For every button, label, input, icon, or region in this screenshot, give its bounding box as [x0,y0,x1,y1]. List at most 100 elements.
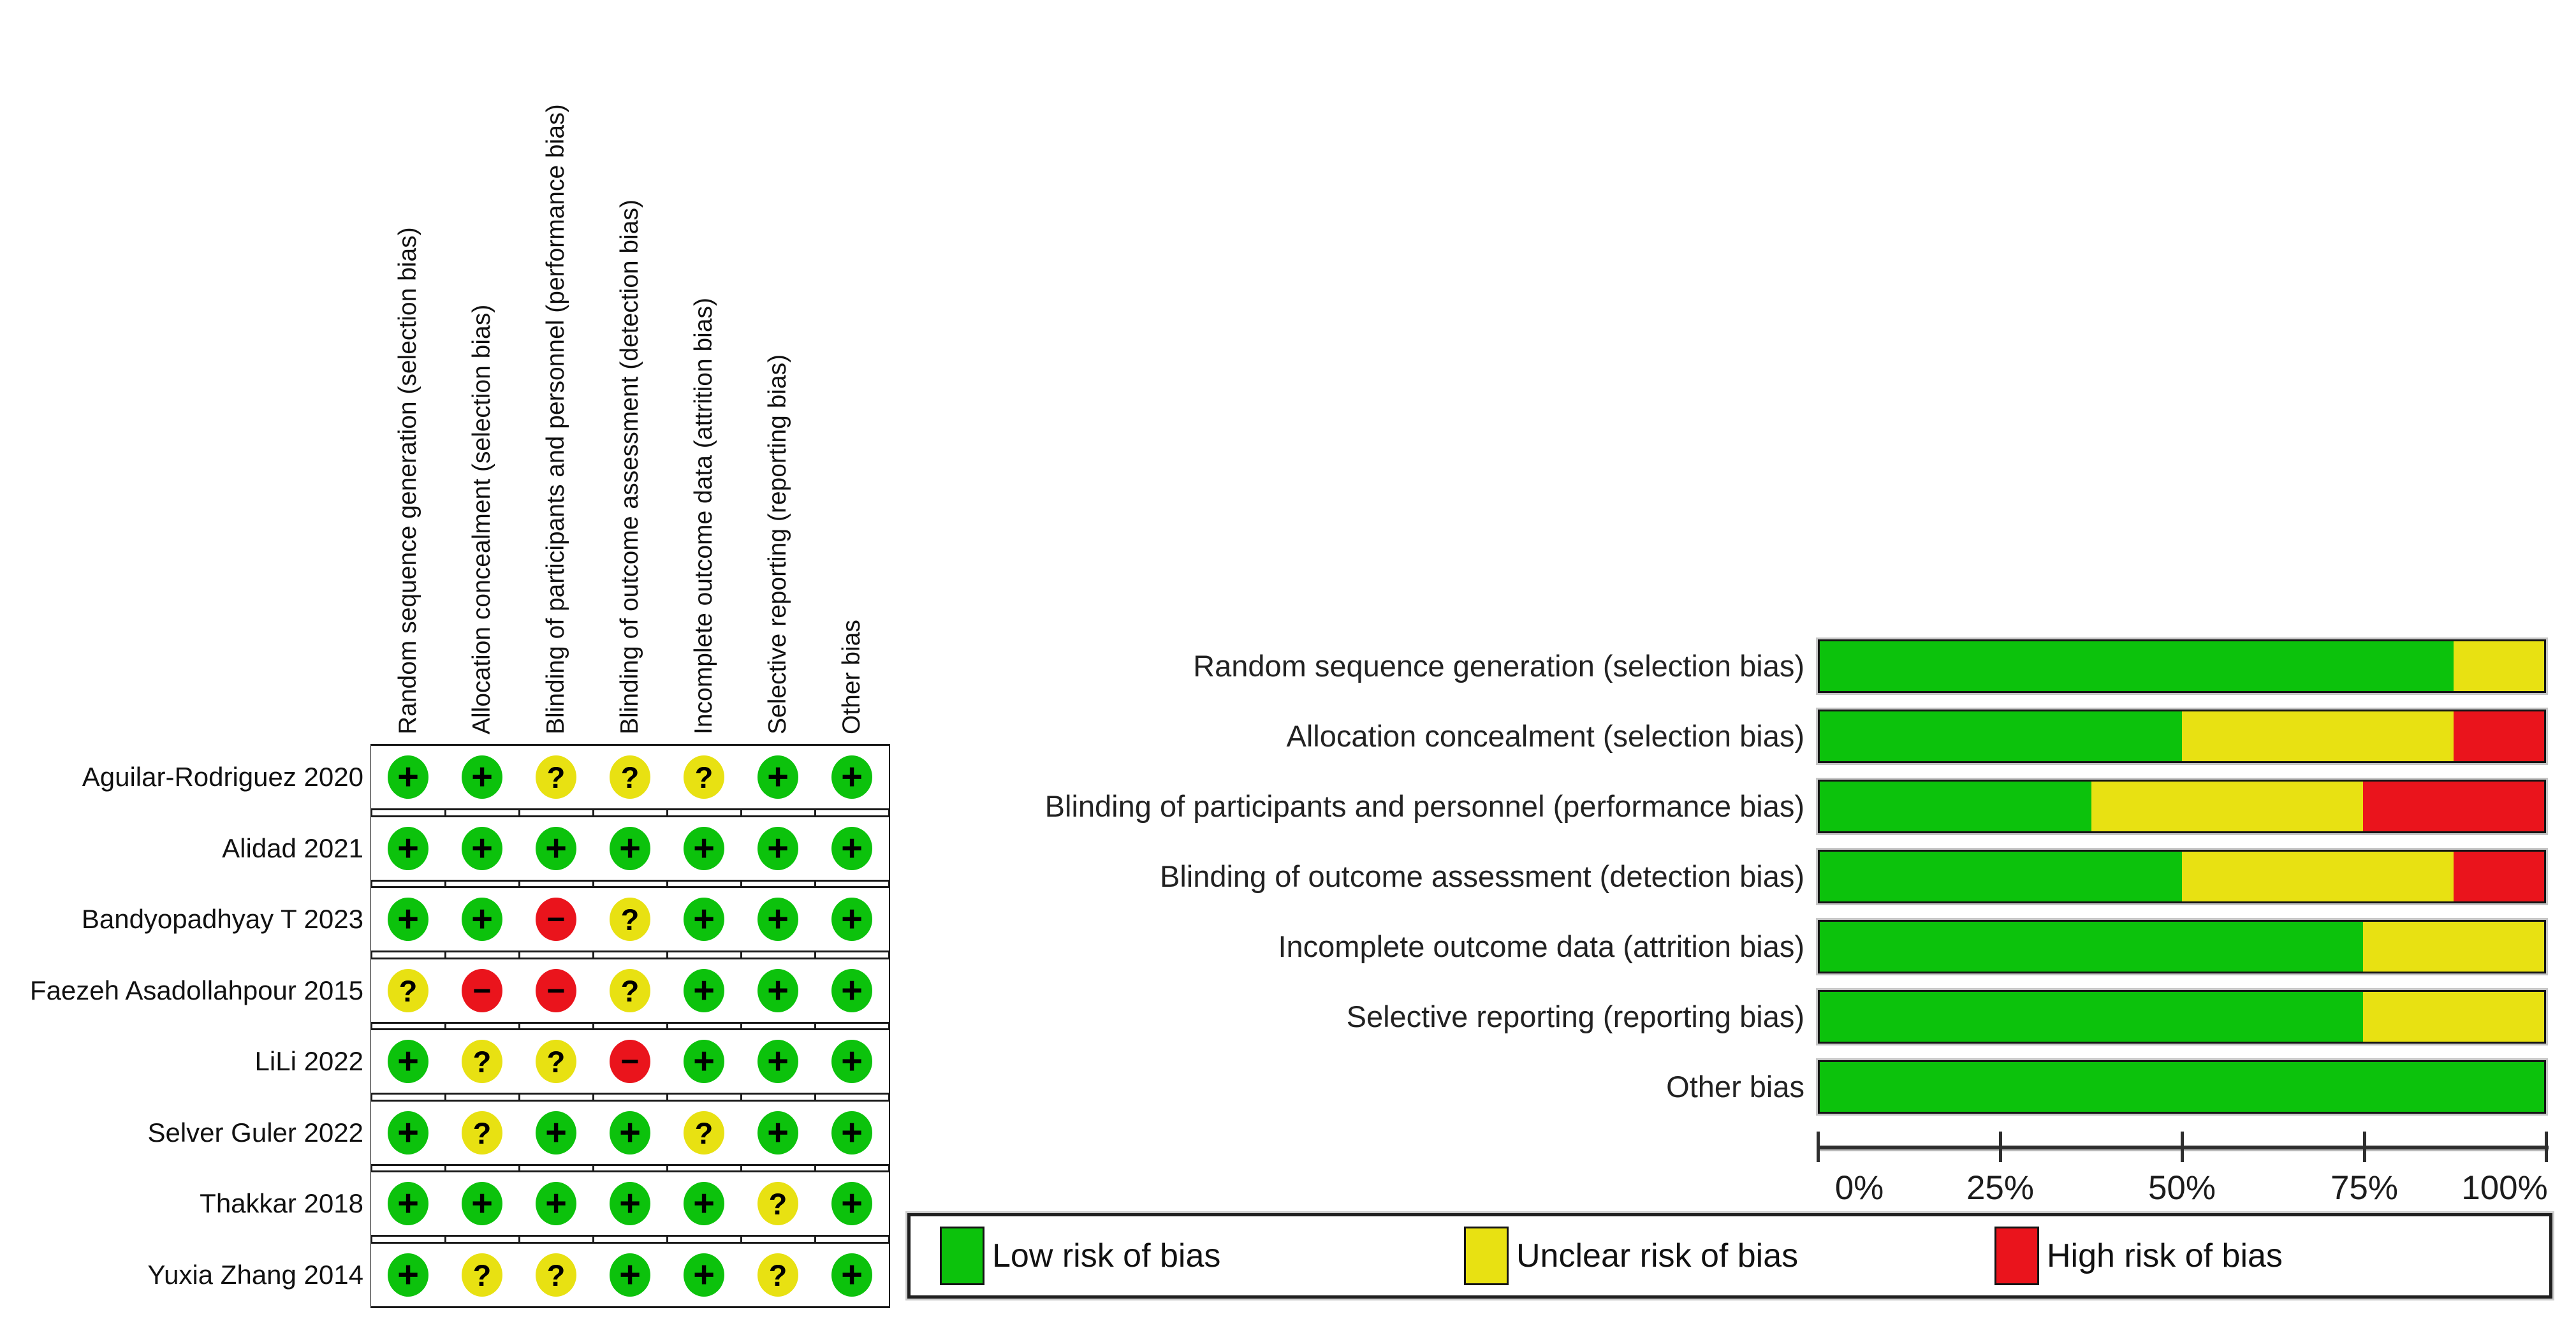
judgement-cell: ? [519,1028,593,1095]
table-grid-line [444,744,446,1308]
judgement-symbol: − [472,973,492,1009]
judgement-symbol: + [397,1040,419,1082]
judgement-symbol: ? [694,760,714,794]
judgement-icon-unclear: ? [388,969,428,1012]
judgement-cell: + [667,1028,741,1095]
judgement-icon-low: + [757,1111,798,1155]
bar-segment-high [2454,852,2544,901]
judgement-icon-high: − [536,969,576,1012]
judgement-symbol: ? [620,973,640,1008]
judgement-symbol: + [767,1040,789,1082]
judgement-cell: + [593,815,667,882]
judgement-symbol: + [841,970,863,1011]
legend-item: Unclear risk of bias [1464,1216,1798,1295]
bar-segment-low [1820,782,2091,831]
stacked-bar [1818,920,2546,973]
bar-category-label: Random sequence generation (selection bi… [1193,649,1804,683]
judgement-symbol: + [767,970,789,1011]
bar-segment-unclear [2182,711,2454,761]
judgement-cell: + [667,886,741,952]
judgement-symbol: + [693,970,715,1011]
judgement-cell: − [445,958,519,1024]
judgement-symbol: ? [694,1116,714,1150]
stacked-bar [1818,1060,2546,1114]
stacked-bar [1818,850,2546,903]
judgement-symbol: + [619,827,641,869]
judgement-icon-unclear: ? [757,1253,798,1297]
study-name: Faezeh Asadollahpour 2015 [29,975,363,1005]
table-grid-line [814,744,816,1308]
judgement-icon-high: − [462,969,502,1012]
judgement-cell: + [519,1100,593,1166]
judgement-symbol: ? [399,973,418,1008]
judgement-cell: + [371,744,445,810]
judgement-icon-low: + [610,1111,650,1155]
judgement-symbol: + [693,1183,715,1224]
bar-segment-unclear [2182,852,2454,901]
judgement-icon-low: + [388,1182,428,1225]
judgement-cell: + [593,1100,667,1166]
study-name: Aguilar-Rodriguez 2020 [82,762,363,792]
judgement-symbol: + [545,1183,567,1224]
bar-segment-low [1820,711,2182,761]
judgement-symbol: ? [768,1186,787,1221]
judgement-icon-low: + [536,1182,576,1225]
judgement-icon-low: + [388,898,428,941]
judgement-cell: + [371,1242,445,1308]
table-grid-line [888,744,890,1308]
judgement-icon-low: + [388,1253,428,1297]
legend-item: High risk of bias [1994,1216,2283,1295]
judgement-icon-low: + [684,827,724,870]
study-name: Thakkar 2018 [200,1188,363,1218]
judgement-icon-low: + [462,755,502,799]
judgement-symbol: + [767,827,789,869]
judgement-symbol: + [693,1254,715,1295]
judgement-icon-low: + [831,755,872,799]
study-name: LiLi 2022 [254,1046,363,1076]
judgement-icon-high: − [610,1040,650,1083]
axis-tick-label: 75% [2330,1169,2399,1207]
bar-segment-unclear [2454,641,2544,691]
judgement-symbol: + [619,1183,641,1224]
bar-segment-high [2363,782,2544,831]
judgement-symbol: + [619,1254,641,1295]
judgement-icon-low: + [757,827,798,870]
judgement-cell: + [445,886,519,952]
axis-tick [2545,1132,2548,1162]
judgement-icon-low: + [462,898,502,941]
judgement-symbol: + [693,1040,715,1082]
judgement-symbol: ? [472,1116,492,1150]
judgement-cell: + [815,886,889,952]
judgement-cell: ? [593,886,667,952]
judgement-symbol: + [397,827,419,869]
judgement-symbol: + [545,1112,567,1153]
column-header: Random sequence generation (selection bi… [394,227,421,734]
judgement-symbol: ? [546,1258,566,1292]
judgement-symbol: + [841,1183,863,1224]
judgement-icon-unclear: ? [684,1111,724,1155]
judgement-cell: + [815,1170,889,1237]
judgement-icon-low: + [610,1182,650,1225]
legend-label: High risk of bias [2047,1237,2283,1274]
judgement-symbol: + [471,827,493,869]
bar-category-label: Selective reporting (reporting bias) [1346,1000,1804,1033]
judgement-cell: ? [593,958,667,1024]
bar-category-label: Blinding of outcome assessment (detectio… [1159,859,1804,893]
judgement-symbol: − [546,973,566,1009]
judgement-cell: + [815,815,889,882]
axis-tick-label: 0% [1834,1169,1884,1207]
bar-category-label: Incomplete outcome data (attrition bias) [1278,929,1804,963]
judgement-symbol: + [397,898,419,940]
judgement-cell: ? [667,1100,741,1166]
judgement-cell: ? [667,744,741,810]
judgement-icon-low: + [757,755,798,799]
axis-tick-label: 50% [2148,1169,2216,1207]
judgement-cell: + [815,744,889,810]
axis-tick [2363,1132,2366,1162]
judgement-symbol: ? [768,1258,787,1292]
table-grid-line [592,744,594,1308]
judgement-cell: + [445,744,519,810]
judgement-icon-low: + [831,827,872,870]
judgement-icon-unclear: ? [462,1040,502,1083]
